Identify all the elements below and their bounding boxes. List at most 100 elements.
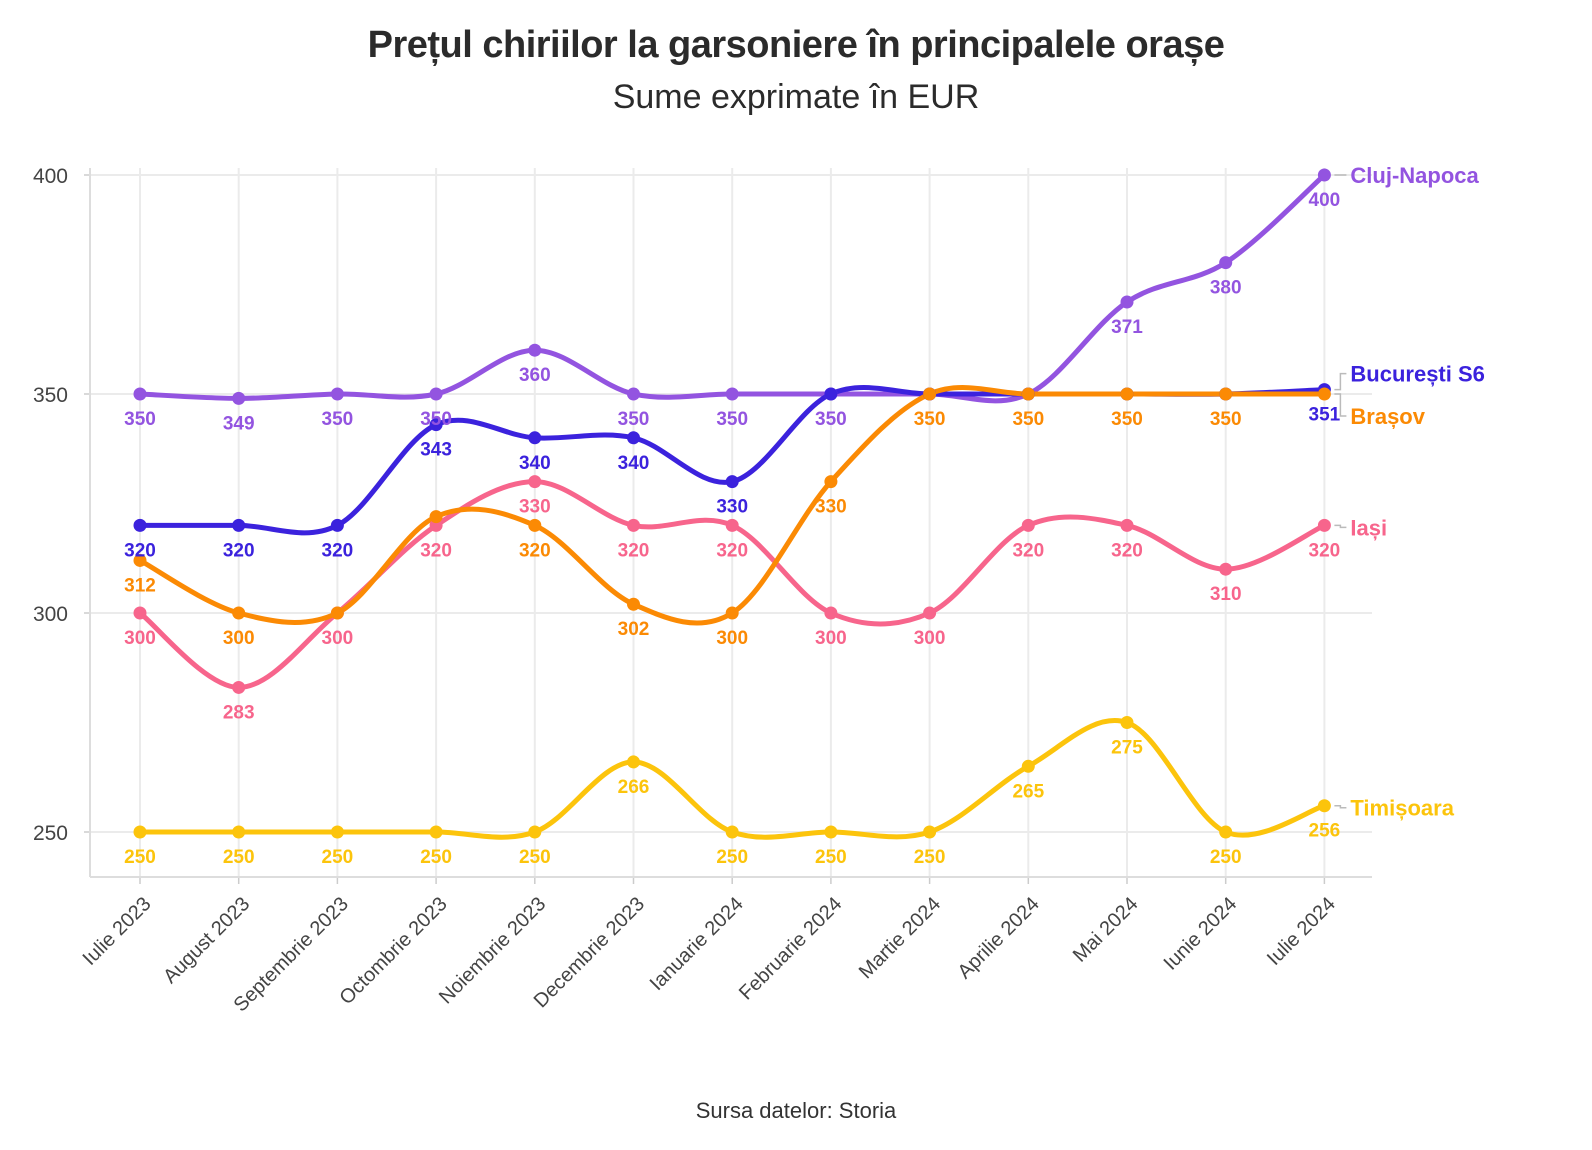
data-point	[528, 825, 542, 839]
data-point	[1021, 759, 1035, 773]
data-labels: 350 349 350 350 360 350 350 350 371 380 400 320 320 3…	[124, 190, 1341, 868]
data-point	[1120, 518, 1134, 532]
data-point	[824, 825, 838, 839]
data-label: 283	[223, 702, 255, 723]
data-point	[133, 553, 147, 567]
data-point	[1219, 562, 1233, 576]
data-label: 350	[914, 409, 946, 430]
data-point	[429, 510, 443, 524]
data-label: 350	[716, 409, 748, 430]
data-label: 350	[1111, 409, 1143, 430]
data-label: 320	[1012, 540, 1044, 561]
data-label: 256	[1309, 821, 1341, 842]
data-label: 320	[716, 540, 748, 561]
data-point	[1317, 799, 1331, 813]
data-point	[232, 825, 246, 839]
series-label-leader	[1334, 804, 1347, 809]
data-point	[133, 825, 147, 839]
data-label: 350	[1210, 409, 1242, 430]
data-label: 320	[124, 540, 156, 561]
data-label: 250	[420, 847, 452, 868]
data-label: 340	[618, 453, 650, 474]
data-label: 350	[420, 409, 452, 430]
data-label: 250	[1210, 847, 1242, 868]
data-point	[330, 606, 344, 620]
data-label: 320	[223, 540, 255, 561]
data-label: 320	[322, 540, 354, 561]
data-label: 275	[1111, 738, 1143, 759]
series-label-leader	[1334, 393, 1347, 417]
data-label: 350	[1012, 409, 1044, 430]
data-label: 310	[1210, 584, 1242, 605]
data-point	[528, 343, 542, 357]
data-point	[429, 825, 443, 839]
data-label: 350	[322, 409, 354, 430]
chart-caption: Sursa datelor: Storia	[695, 1098, 897, 1123]
data-label: 371	[1111, 317, 1143, 338]
y-tick-label: 400	[33, 165, 68, 188]
data-label: 266	[618, 777, 650, 798]
data-label: 250	[716, 847, 748, 868]
data-point	[330, 387, 344, 401]
series-label-leader	[1334, 524, 1347, 529]
data-point	[923, 387, 937, 401]
data-point	[1219, 256, 1233, 270]
data-label: 320	[618, 540, 650, 561]
series-label-leader	[1334, 372, 1347, 391]
data-point	[824, 475, 838, 489]
data-label: 360	[519, 365, 551, 386]
series-label: Timișoara	[1350, 796, 1454, 821]
data-point	[232, 606, 246, 620]
data-point	[232, 391, 246, 405]
series-labels: Cluj-Napoca București S6 Brașov Iași Timișoa…	[1334, 163, 1485, 821]
data-label: 250	[223, 847, 255, 868]
y-tick-label: 250	[33, 822, 68, 845]
data-point	[923, 606, 937, 620]
data-point	[627, 387, 640, 401]
data-point	[725, 387, 739, 401]
data-point	[1021, 518, 1035, 532]
x-tick-label: Ianuarie 2024	[646, 893, 748, 995]
data-point	[133, 387, 147, 401]
data-point	[725, 825, 739, 839]
data-label: 320	[420, 540, 452, 561]
x-tick-label: Aprilie 2024	[954, 893, 1044, 983]
series-label: Iași	[1350, 515, 1387, 540]
data-label: 400	[1309, 190, 1341, 211]
x-tick-label: Iulie 2023	[79, 893, 156, 970]
data-point	[528, 518, 542, 532]
data-label: 302	[618, 619, 650, 640]
data-label: 320	[1111, 540, 1143, 561]
data-label: 350	[618, 409, 650, 430]
x-tick-label: August 2023	[159, 893, 254, 988]
data-point	[232, 680, 246, 694]
data-point	[627, 431, 640, 445]
data-point	[627, 597, 640, 611]
data-point	[232, 518, 246, 532]
data-label: 380	[1210, 278, 1242, 299]
x-tick-label: Februarie 2024	[735, 893, 846, 1004]
data-label: 320	[1309, 540, 1341, 561]
data-point	[1120, 295, 1134, 309]
series-label: București S6	[1350, 362, 1485, 387]
data-point	[725, 475, 739, 489]
data-label: 330	[815, 497, 847, 518]
data-point	[1219, 387, 1233, 401]
data-label: 300	[322, 628, 354, 649]
series-points	[133, 168, 1331, 839]
data-point	[528, 475, 542, 489]
data-label: 320	[519, 540, 551, 561]
data-point	[330, 518, 344, 532]
x-tick-label: Mai 2024	[1069, 893, 1143, 967]
data-point	[627, 755, 640, 769]
data-label: 250	[519, 847, 551, 868]
data-point	[133, 518, 147, 532]
data-point	[133, 606, 147, 620]
data-label: 330	[716, 497, 748, 518]
data-label: 300	[124, 628, 156, 649]
data-label: 250	[124, 847, 156, 868]
data-point	[627, 518, 640, 532]
data-point	[1120, 716, 1134, 729]
data-point	[1021, 387, 1035, 401]
